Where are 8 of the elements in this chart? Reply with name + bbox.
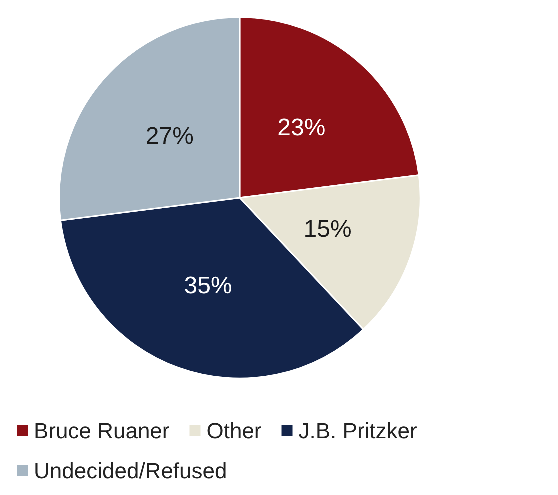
legend-label: J.B. Pritzker bbox=[298, 418, 418, 444]
legend-label: Undecided/Refused bbox=[34, 458, 228, 484]
legend-label: Bruce Ruaner bbox=[34, 418, 170, 444]
data-label: 27% bbox=[146, 122, 194, 150]
data-label: 15% bbox=[304, 216, 352, 244]
data-label: 35% bbox=[184, 272, 232, 300]
legend-label: Other bbox=[206, 418, 262, 444]
data-label: 23% bbox=[278, 114, 326, 142]
